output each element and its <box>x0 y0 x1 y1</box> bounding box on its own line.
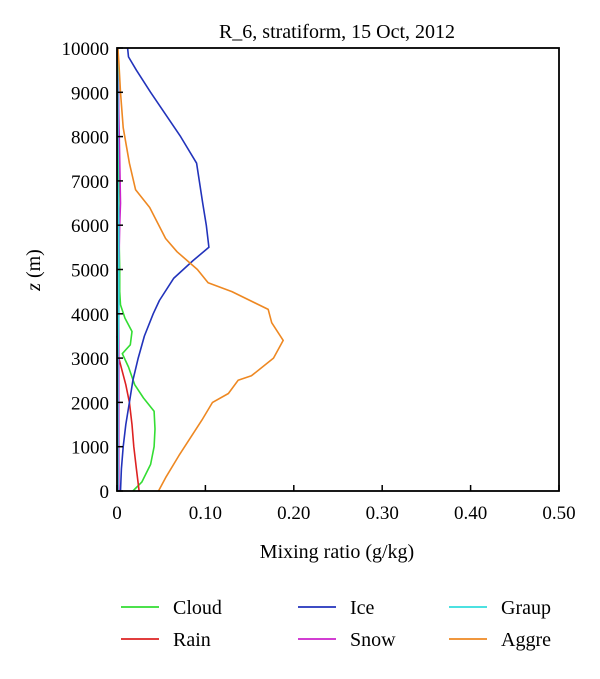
x-axis-title: Mixing ratio (g/kg) <box>260 541 414 563</box>
series-line-aggre <box>117 47 285 492</box>
legend-label-snow: Snow <box>350 629 396 651</box>
x-tick-label: 0.30 <box>366 503 399 524</box>
y-tick-label: 9000 <box>71 83 109 104</box>
x-tick-label: 0 <box>112 503 122 524</box>
y-tick-label: 7000 <box>71 172 109 193</box>
chart-title: R_6, stratiform, 15 Oct, 2012 <box>219 21 455 43</box>
y-axis-title: z (m) <box>23 249 45 292</box>
y-tick-label: 5000 <box>71 261 109 282</box>
x-tick-label: 0.20 <box>277 503 310 524</box>
series-layer <box>116 47 285 492</box>
y-tick-label: 0 <box>100 482 110 503</box>
x-axis: 0 0.10 0.20 0.30 0.40 0.50 <box>112 485 576 524</box>
legend: Cloud Rain Ice Snow Graup Aggre <box>121 597 551 651</box>
y-tick-label: 6000 <box>71 216 109 237</box>
legend-label-cloud: Cloud <box>173 597 222 619</box>
y-axis: 0 1000 2000 3000 4000 5000 6000 7000 8000 9000 100… <box>62 39 123 503</box>
x-tick-label: 0.10 <box>189 503 222 524</box>
y-axis-title-unit: (m) <box>23 249 45 283</box>
legend-label-graup: Graup <box>501 597 551 619</box>
series-line-cloud <box>117 47 156 492</box>
y-tick-label: 8000 <box>71 128 109 149</box>
x-tick-label: 0.50 <box>542 503 575 524</box>
y-tick-label: 3000 <box>71 349 109 370</box>
x-tick-label: 0.40 <box>454 503 487 524</box>
legend-label-rain: Rain <box>173 629 211 651</box>
y-tick-label: 2000 <box>71 393 109 414</box>
series-line-ice <box>119 47 210 492</box>
y-tick-label: 1000 <box>71 438 109 459</box>
y-axis-title-var: z <box>23 283 45 292</box>
y-tick-label: 4000 <box>71 305 109 326</box>
legend-label-aggre: Aggre <box>501 629 551 651</box>
y-tick-label: 10000 <box>62 39 110 60</box>
legend-label-ice: Ice <box>350 597 375 619</box>
